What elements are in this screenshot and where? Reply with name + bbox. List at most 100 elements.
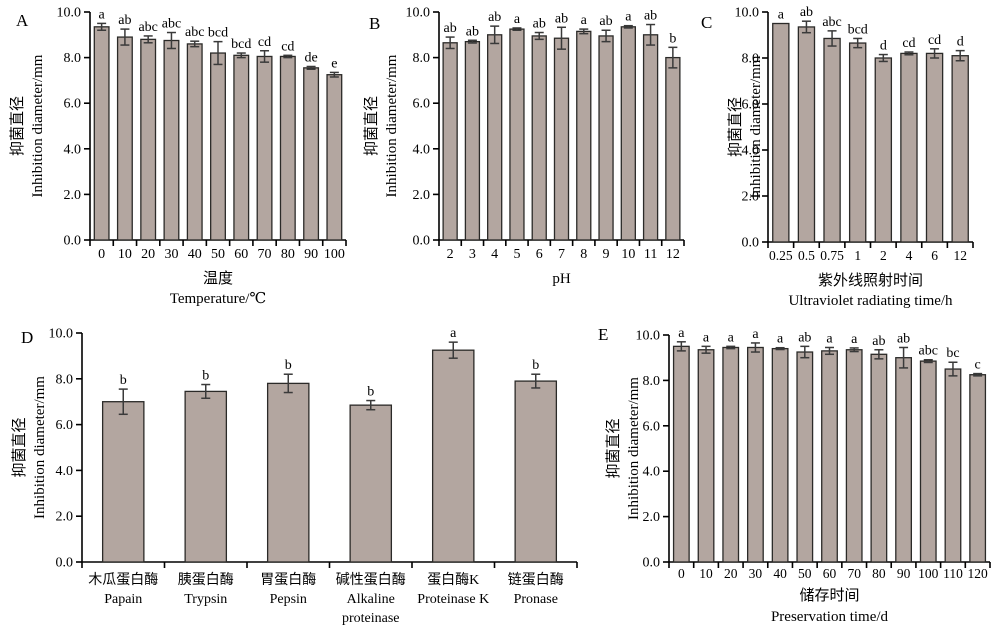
panel-a-temperature: 0.0 2.0 4.0 6.0 8.0 10.0 a 0 ab 10 abc 20 abc 30 abc 40… [0, 0, 352, 314]
sig-letter: a [728, 330, 735, 345]
y-tick-label: 10.0 [57, 6, 82, 21]
sig-letter: ab [644, 9, 657, 24]
y-tick-label: 10.0 [49, 327, 74, 342]
x-tick-label: 链蛋白酶 [508, 572, 564, 588]
x-axis-title: pH [552, 271, 571, 287]
sig-letter: a [581, 13, 588, 28]
sig-letter: bcd [208, 26, 228, 41]
bar [186, 43, 203, 241]
y-axis-title: 抑菌直径 Inhibition diameter/mm [363, 54, 400, 197]
x-tick-label: Alkaline [347, 592, 395, 607]
panel-c-uv-time: 0.0 2.0 4.0 6.0 8.0 10.0 a 0.25 ab 0.5 abc 0.75 bcd 1… [655, 0, 1000, 314]
y-tick-label: 2.0 [64, 188, 82, 203]
sig-letter: ab [872, 334, 885, 349]
x-tick-label: 50 [211, 247, 225, 262]
bar [233, 54, 250, 241]
x-tick-label: Papain [104, 592, 142, 607]
sig-letter: a [703, 330, 710, 345]
x-tick-label: 10 [118, 247, 132, 262]
panel-d-chart: 0.0 2.0 4.0 6.0 8.0 10.0 b 木瓜蛋白酶 Papain b 胰蛋白酶 Tryp… [11, 326, 578, 626]
sig-letter: c [975, 358, 981, 373]
bar [797, 26, 816, 243]
bar [845, 349, 863, 563]
sig-letter: a [450, 326, 457, 341]
y-tick-label: 8.0 [643, 374, 661, 389]
bar [951, 55, 969, 243]
bar [349, 404, 393, 563]
bar [266, 382, 310, 563]
x-tick-label: 胃蛋白酶 [260, 572, 316, 588]
bar [722, 346, 740, 563]
x-tick-label: 7 [558, 247, 565, 262]
bar [874, 57, 893, 243]
x-tick-label: 0.75 [820, 248, 844, 263]
sig-letter: b [120, 373, 127, 388]
x-tick-label: 60 [234, 247, 248, 262]
sig-letter: d [957, 35, 964, 50]
y-tick-label: 8.0 [64, 51, 82, 66]
x-tick-label: 4 [906, 248, 913, 263]
bar [944, 368, 962, 563]
x-axis-title: 温度 [203, 270, 233, 287]
x-tick-label: Pronase [514, 592, 558, 607]
x-tick-label: 0.25 [769, 248, 793, 263]
bar [101, 401, 145, 563]
x-tick-label: 60 [823, 566, 837, 581]
y-tick-label: 4.0 [742, 144, 760, 159]
y-tick-label: 2.0 [742, 190, 760, 205]
bar [672, 345, 690, 563]
sig-letter: b [532, 358, 539, 373]
x-tick-label: 40 [773, 566, 787, 581]
x-tick-label: 120 [968, 566, 989, 581]
x-tick-label: 10 [699, 566, 713, 581]
x-tick-label: Proteinase K [417, 592, 489, 607]
bar [553, 37, 570, 241]
y-tick-label: 6.0 [742, 98, 760, 113]
y-tick-label: 10.0 [406, 6, 431, 21]
x-tick-label: 碱性蛋白酶 [336, 572, 406, 588]
sig-letter: de [304, 50, 317, 65]
x-tick-label: 100 [324, 247, 345, 262]
sig-letter: ab [555, 11, 568, 26]
x-axis-title: Ultraviolet radiating time/h [788, 293, 953, 309]
sig-letter: abc [185, 25, 204, 40]
x-axis-title: 储存时间 [799, 587, 859, 604]
x-tick-label: 50 [798, 566, 812, 581]
sig-letter: a [752, 327, 759, 342]
sig-letter: ab [444, 21, 457, 36]
bar [163, 39, 180, 241]
y-tick-label: 10.0 [636, 329, 661, 344]
bar [303, 67, 320, 241]
panel-e-preservation-time: 0.0 2.0 4.0 6.0 8.0 10.0 a 0 a 10 a 20 a 30 a 40 ab 50 a 60… [588, 315, 1000, 631]
sig-letter: b [285, 358, 292, 373]
y-tick-label: 2.0 [56, 510, 74, 525]
y-tick-label: 2.0 [643, 510, 661, 525]
sig-letter: abc [138, 20, 157, 35]
sig-letter: abc [162, 17, 181, 32]
bar [796, 351, 814, 563]
y-tick-label: 8.0 [56, 372, 74, 387]
y-tick-label: 0.0 [64, 234, 82, 249]
x-tick-label: 1 [854, 248, 861, 263]
bar [598, 35, 614, 241]
x-axis-title: Preservation time/d [771, 609, 889, 625]
bar [895, 357, 913, 563]
x-tick-label: Pepsin [270, 592, 307, 607]
sig-letter: abc [822, 15, 841, 30]
sig-letter: ab [798, 330, 811, 345]
x-tick-label: 3 [469, 247, 476, 262]
x-tick-label: 90 [897, 566, 911, 581]
bar [326, 74, 343, 241]
sig-letter: a [778, 8, 785, 23]
y-tick-label: 4.0 [56, 464, 74, 479]
sig-letter: a [99, 7, 106, 22]
x-tick-label: 80 [281, 247, 295, 262]
y-tick-label: 0.0 [56, 556, 74, 571]
bar [697, 349, 715, 563]
sig-letter: cd [281, 39, 294, 54]
y-axis-title: 抑菌直径 Inhibition diameter/mm [727, 55, 764, 198]
sig-letter: cd [928, 33, 941, 48]
sig-letter: b [669, 31, 676, 46]
x-tick-label: 10 [621, 247, 635, 262]
y-tick-label: 8.0 [413, 51, 431, 66]
